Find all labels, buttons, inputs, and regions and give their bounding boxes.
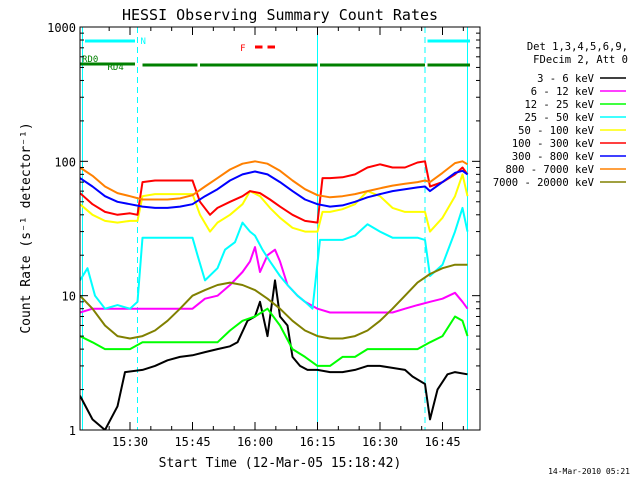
series-line: [80, 307, 469, 367]
plot-frame: [79, 26, 481, 431]
legend-entry-label: 6 - 12 keV: [531, 86, 595, 98]
legend: Det 1,3,4,5,6,9,FDecim 2, Att 0 3 - 6 keV…: [493, 41, 628, 189]
x-tick-label: 15:30: [112, 435, 148, 449]
flag-label: F: [240, 44, 245, 54]
chart-title: HESSI Observing Summary Count Rates: [122, 6, 438, 24]
series-line: [80, 173, 469, 233]
legend-entry-label: 7000 - 20000 keV: [493, 177, 595, 189]
legend-entry-label: 100 - 300 keV: [512, 138, 595, 150]
series-line: [80, 263, 468, 340]
legend-entry-label: 25 - 50 keV: [524, 112, 594, 124]
y-tick-label: 10: [62, 290, 76, 304]
series-line: [80, 160, 469, 224]
series-lines: [80, 160, 469, 430]
legend-entry-label: 300 - 800 keV: [512, 151, 595, 163]
series-line: [80, 169, 469, 209]
x-axis-title: Start Time (12-Mar-05 15:18:42): [159, 456, 402, 471]
legend-entry-label: 12 - 25 keV: [524, 99, 594, 111]
series-line: [80, 279, 468, 430]
x-tick-label: 16:15: [299, 435, 335, 449]
timestamp-label: 14-Mar-2010 05:21: [548, 467, 630, 476]
series-line: [80, 160, 469, 201]
legend-header: Det 1,3,4,5,6,9,: [527, 41, 628, 53]
flag-label: RD4: [108, 63, 124, 73]
x-tick-label: 16:00: [237, 435, 273, 449]
flag-label: RD0: [82, 55, 98, 65]
series-line: [80, 246, 469, 314]
x-tick-label: 16:45: [424, 435, 460, 449]
y-axis-title: Count Rate (s⁻¹ detector⁻¹): [19, 122, 34, 333]
chart-axes: 1 10 100 1000 15:30 15:45 16:00 16:15 16:30 16:45: [47, 21, 481, 449]
y-tick-label: 1000: [47, 21, 76, 35]
series-line: [80, 206, 469, 310]
legend-header: FDecim 2, Att 0: [533, 54, 628, 66]
legend-entry-label: 3 - 6 keV: [537, 73, 595, 85]
y-tick-label: 1: [69, 424, 76, 438]
legend-entry-label: 50 - 100 keV: [518, 125, 595, 137]
y-tick-label: 100: [54, 155, 76, 169]
x-tick-label: 16:30: [362, 435, 398, 449]
legend-entry-label: 800 - 7000 keV: [505, 164, 594, 176]
flag-label: N: [141, 37, 146, 47]
x-tick-label: 15:45: [174, 435, 210, 449]
